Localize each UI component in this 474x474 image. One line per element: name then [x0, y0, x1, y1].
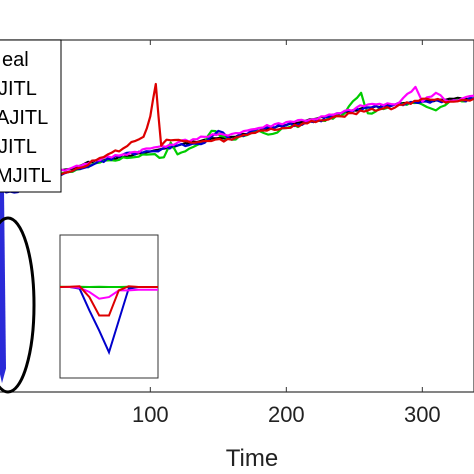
x-tick-label-1: 200	[268, 402, 305, 427]
x-tick-label-2: 300	[404, 402, 441, 427]
legend-entry-4: MJITL	[0, 165, 52, 187]
legend-entry-0: eal	[2, 49, 29, 71]
inset-series-line-4	[60, 286, 158, 300]
legend-entry-1: JITL	[0, 78, 37, 100]
legend-box	[0, 39, 62, 193]
inset-series-line-2	[59, 285, 158, 317]
legend-entry-2: AJITL	[0, 107, 48, 129]
highlight-ellipse	[0, 216, 36, 394]
x-tick-label-0: 100	[132, 402, 169, 427]
series-layer	[0, 82, 474, 384]
legend-entry-3: JITL	[0, 136, 37, 158]
spike-mark	[0, 189, 6, 384]
inset-series-layer	[59, 285, 158, 356]
zoom-inset	[59, 234, 159, 379]
legend: eal JITL AJITL JITL MJITL	[0, 39, 62, 193]
series-line-2	[0, 82, 474, 187]
series-line-4	[0, 85, 474, 187]
x-axis-ticks: 100 200 300	[132, 40, 441, 427]
x-axis-label: Time	[226, 445, 278, 472]
inset-frame	[59, 234, 159, 379]
